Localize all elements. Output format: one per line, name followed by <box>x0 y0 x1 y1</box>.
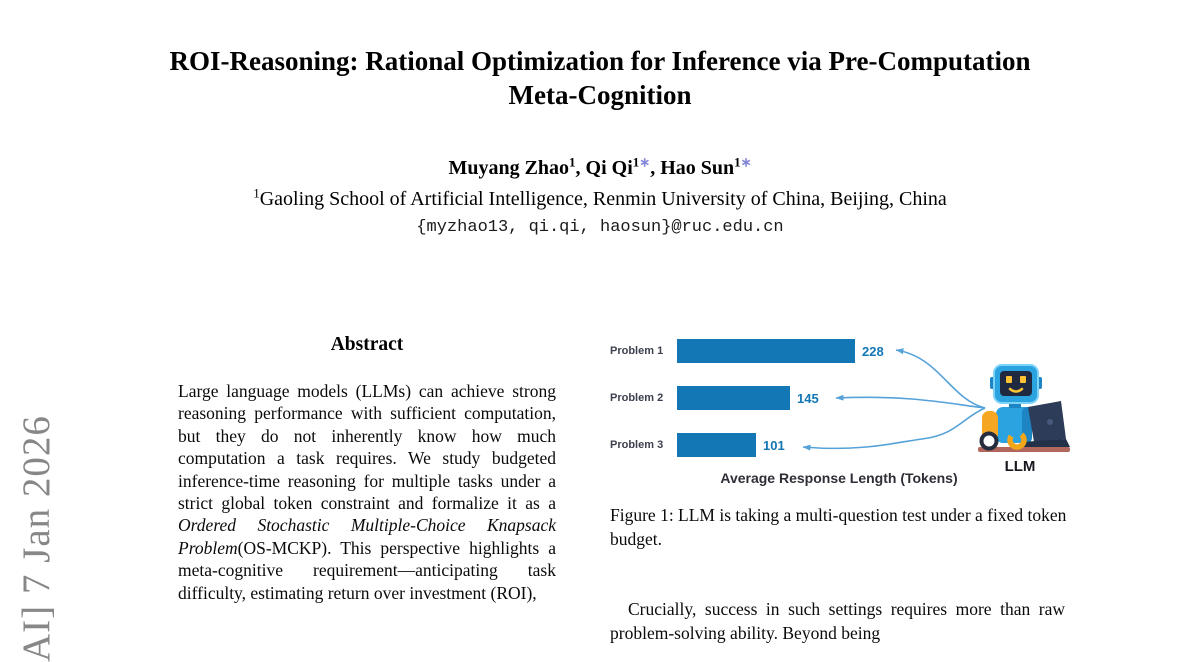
bar-row-problem-1: Problem 1 228 <box>610 339 884 363</box>
abstract-italic-phrase: Ordered Stochastic Multiple-Choice Knaps… <box>178 515 556 558</box>
robot-llm-icon <box>962 363 1078 458</box>
robot-neck <box>1009 401 1021 408</box>
author-separator: , <box>575 157 586 179</box>
author-3: Hao Sun1∗ <box>660 154 752 179</box>
laptop-base <box>1020 439 1070 447</box>
arxiv-watermark: AI] 7 Jan 2026 <box>15 415 58 662</box>
paper-title: ROI-Reasoning: Rational Optimization for… <box>0 44 1200 112</box>
llm-label: LLM <box>1004 458 1036 475</box>
laptop-screen <box>1028 401 1066 442</box>
abstract-heading: Abstract <box>330 334 404 355</box>
abstract-text-after: (OS-MCKP). This perspective highlights a… <box>178 537 556 603</box>
robot-hand <box>1007 430 1027 450</box>
author-2: Qi Qi1∗ <box>585 154 651 179</box>
category-label-problem-1: Problem 1 <box>610 345 664 357</box>
category-label-problem-3: Problem 3 <box>610 439 664 451</box>
bar-row-problem-2: Problem 2 145 <box>610 386 884 410</box>
value-label-problem-2: 145 <box>797 390 819 406</box>
authors-line: Muyang Zhao1, Qi Qi1∗, Hao Sun1∗ <box>0 154 1200 180</box>
robot-eye <box>1020 376 1026 383</box>
robot-smile <box>1008 387 1024 393</box>
body-paragraph: Crucially, success in such settings requ… <box>610 599 1065 643</box>
affiliation-text: Gaoling School of Artificial Intelligenc… <box>259 188 947 210</box>
author-1: Muyang Zhao1 <box>448 154 576 179</box>
bar-chart: Problem 1 228 Problem 2 145 Problem 3 10… <box>610 339 884 480</box>
bar-row-problem-3: Problem 3 101 <box>610 433 884 457</box>
abstract-body: Large language models (LLMs) can achieve… <box>178 380 556 604</box>
chart-x-axis-label: Average Response Length (Tokens) <box>720 470 958 486</box>
desk <box>978 447 1070 452</box>
arrow-connectors-icon <box>802 348 986 451</box>
bar-problem-1 <box>677 339 855 363</box>
robot-fist <box>979 431 999 451</box>
category-label-problem-2: Problem 2 <box>610 392 664 404</box>
title-line-2: Meta-Cognition <box>508 80 692 110</box>
author-separator: , <box>650 157 661 179</box>
paper-page: AI] 7 Jan 2026 ROI-Reasoning: Rational O… <box>0 44 1200 662</box>
abstract-text-before: Large language models (LLMs) can achieve… <box>178 381 556 514</box>
figure-caption: Figure 1: LLM is taking a multi-question… <box>610 505 1067 549</box>
right-column: Problem 1 228 Problem 2 145 Problem 3 10… <box>610 325 1092 643</box>
value-label-problem-1: 228 <box>862 343 884 359</box>
affiliation-line: 1Gaoling School of Artificial Intelligen… <box>0 185 1200 211</box>
robot-eye <box>1006 376 1012 383</box>
bar-problem-2 <box>677 386 790 410</box>
left-column: Abstract Large language models (LLMs) ca… <box>178 334 556 604</box>
figure-1: Problem 1 228 Problem 2 145 Problem 3 10… <box>610 325 1092 497</box>
affiliation-superscript: 1 <box>253 185 260 201</box>
value-label-problem-3: 101 <box>763 437 785 453</box>
email-line: {myzhao13, qi.qi, haosun}@ruc.edu.cn <box>416 218 784 237</box>
title-line-1: ROI-Reasoning: Rational Optimization for… <box>169 46 1031 76</box>
bar-problem-3 <box>677 433 756 457</box>
